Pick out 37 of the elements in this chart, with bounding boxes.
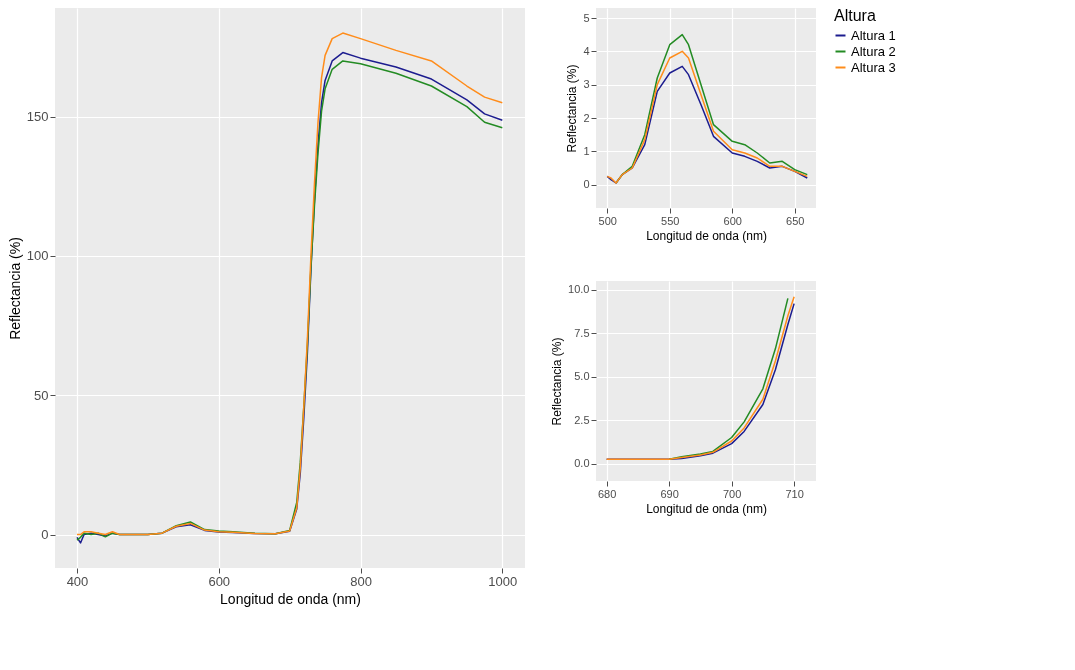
x-tick-label: 1000 [488,573,518,589]
y-tick-label: 3 [583,78,590,91]
legend-label: Altura 2 [851,43,896,59]
x-tick-label: 710 [785,487,804,500]
y-tick-label: 5.0 [574,370,590,383]
x-tick-label: 400 [66,573,89,589]
x-tick-label: 550 [661,214,680,227]
y-tick-label: 50 [34,387,49,403]
x-tick-label: 800 [350,573,372,589]
y-tick-label: 150 [26,109,49,125]
y-tick-label: 5 [583,11,590,24]
x-tick-label: 690 [660,487,679,500]
x-tick-label: 700 [722,487,742,500]
y-axis-title: Reflectancia (%) [565,64,580,153]
x-tick-label: 500 [598,214,617,227]
x-axis-title: Longitud de onda (nm) [646,501,767,516]
x-tick-label: 600 [208,573,231,589]
x-tick-label: 600 [723,214,742,227]
y-tick-label: 4 [583,44,590,57]
y-tick-label: 0.0 [574,457,590,470]
y-tick-label: 2.5 [574,413,590,426]
legend-title: Altura [834,7,876,24]
legend-label: Altura 1 [851,27,896,43]
y-tick-label: 1 [583,144,590,157]
y-tick-label: 7.5 [574,326,590,339]
y-tick-label: 2 [583,111,590,124]
y-tick-label: 0 [41,527,49,543]
y-axis-title: Reflectancia (%) [550,337,565,426]
y-tick-label: 0 [583,178,590,191]
x-axis-title: Longitud de onda (nm) [220,590,361,607]
legend-label: Altura 3 [851,59,896,75]
y-tick-label: 100 [26,248,49,264]
x-tick-label: 650 [786,214,805,227]
y-axis-title: Reflectancia (%) [6,237,23,340]
x-axis-title: Longitud de onda (nm) [646,228,767,243]
y-tick-label: 10.0 [568,283,590,296]
x-tick-label: 680 [597,487,617,500]
